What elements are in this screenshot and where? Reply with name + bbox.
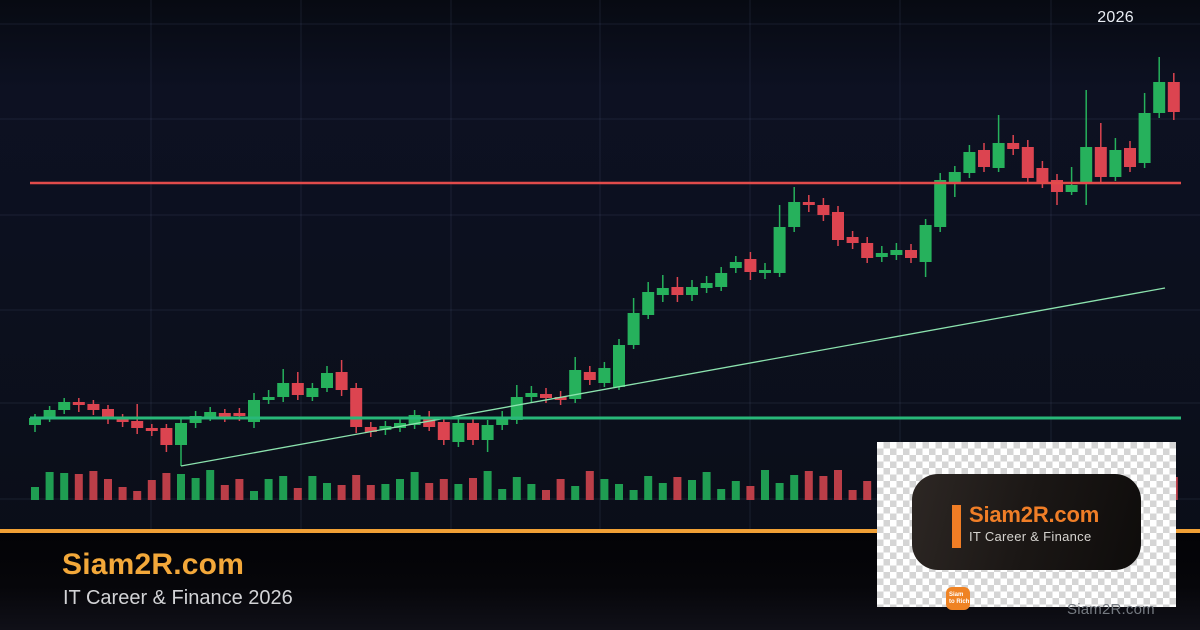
logo-title: Siam2R.com — [969, 502, 1100, 527]
year-label: 2026 — [1097, 9, 1134, 26]
logo-row: Siam2R.com IT Career & Finance — [952, 503, 1099, 548]
logo-subtitle: IT Career & Finance — [969, 529, 1092, 544]
logo-accent-bar — [952, 505, 961, 548]
footer-divider — [0, 529, 1200, 533]
footer-brand-title: Siam2R.com — [62, 548, 245, 581]
badge-line-1: Siam — [949, 591, 964, 598]
brand-card: Siam2R.com IT Career & Finance Siam to R… — [877, 442, 1176, 610]
trendline — [180, 287, 1166, 467]
watermark: Siam2R.com — [1067, 601, 1155, 618]
logo-panel: Siam2R.com IT Career & Finance Siam to R… — [912, 474, 1141, 610]
candles-layer — [29, 57, 1180, 466]
logo-text: Siam2R.com IT Career & Finance — [969, 502, 1100, 545]
footer-brand-subtitle: IT Career & Finance 2026 — [63, 587, 293, 609]
siam-to-rich-badge: Siam to Rich — [946, 587, 970, 610]
badge-line-2: to Rich — [949, 598, 970, 605]
